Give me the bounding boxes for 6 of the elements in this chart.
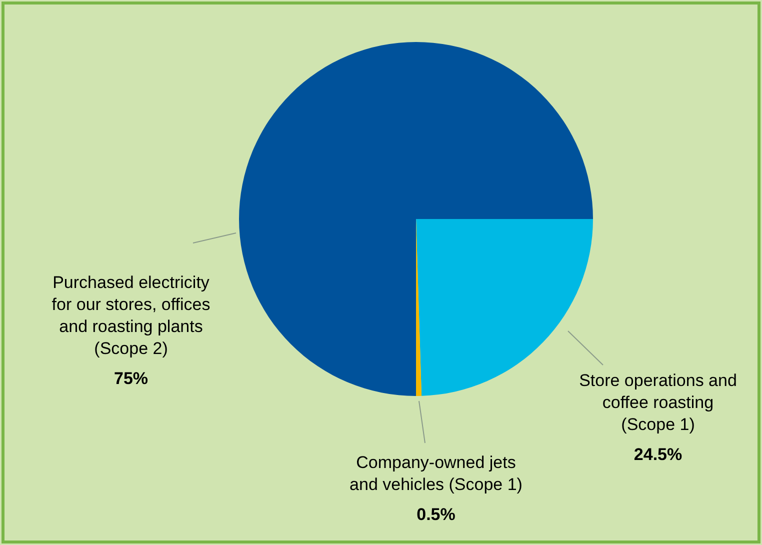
slice-label: Store operations and coffee roasting (Scope 1) [579, 371, 737, 434]
data-label: 24.5% [634, 445, 682, 464]
slice-label: Purchased electricity for our stores, offices and roasting plants (Scope 2) [52, 273, 210, 358]
data-label: 0.5% [416, 505, 456, 524]
data-label: 75% [114, 369, 148, 388]
slice-label: Company-owned jets and vehicles (Scope 1) [350, 453, 522, 494]
